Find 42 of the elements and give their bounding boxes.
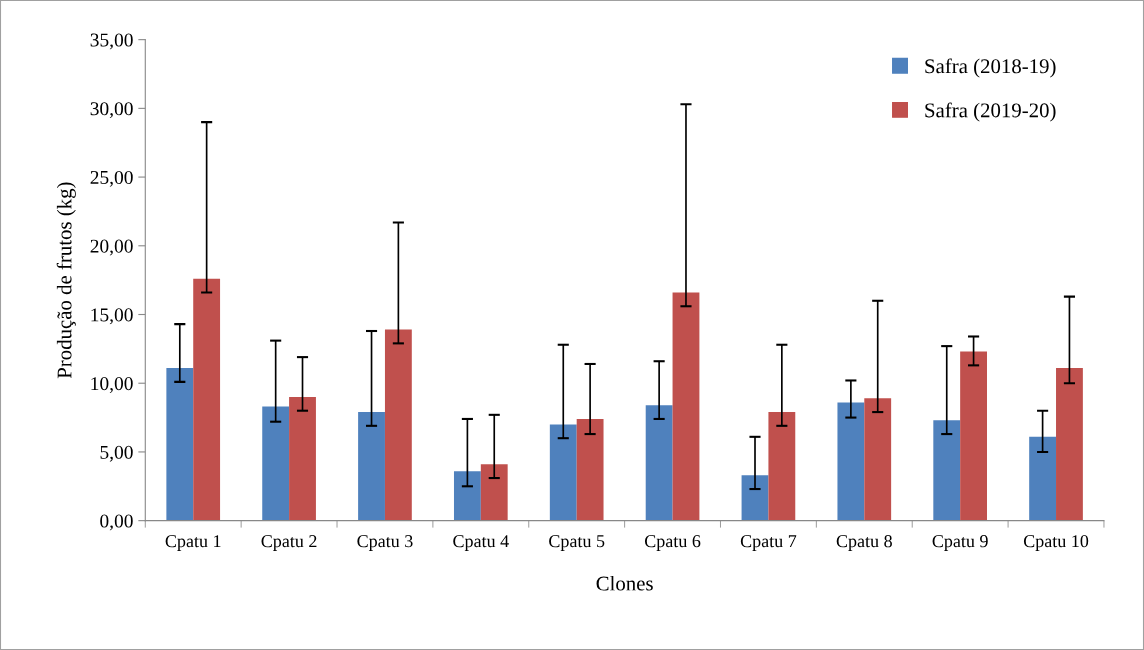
y-tick-label: 15,00 [91,308,133,325]
bar [576,418,604,521]
x-axis-title: Clones [596,575,653,591]
legend-label: Safra (2018-19) [925,58,1056,78]
y-tick-label: 0,00 [100,514,133,531]
y-tick-label: 35,00 [90,33,133,50]
x-tick-label: Cpatu 7 [740,535,797,551]
bar [166,368,194,521]
x-tick-label: Cpatu 9 [932,535,988,551]
legend-label: Safra (2019-20) [925,102,1056,122]
bar [933,420,961,521]
bar [672,292,700,521]
bar [453,471,481,521]
bar [358,412,385,521]
bar [741,475,769,521]
y-tick-label: 30,00 [90,102,133,119]
x-tick-label: Cpatu 3 [357,535,413,551]
bar [480,464,508,521]
bar [768,412,796,521]
y-tick-label: 25,00 [90,170,133,187]
y-tick-label: 5,00 [100,445,133,462]
bar [193,278,221,521]
bar [960,351,987,521]
bar [1056,368,1083,521]
bar [384,329,412,521]
bar [262,406,290,521]
bar [1029,436,1057,521]
bar [289,396,316,521]
x-tick-label: Cpatu 8 [836,535,892,551]
bar [549,424,577,521]
bar [864,398,892,521]
x-tick-label: Cpatu 10 [1023,535,1089,551]
bar [837,402,865,521]
x-tick-label: Cpatu 2 [261,535,317,551]
x-tick-label: Cpatu 4 [453,535,509,551]
x-tick-label: Cpatu 5 [549,535,605,551]
x-tick-label: Cpatu 1 [165,535,221,551]
y-axis-title: Produção de frutos (kg) [56,182,76,379]
y-tick-label: 20,00 [90,239,133,256]
x-tick-label: Cpatu 6 [644,535,701,551]
y-tick-label: 10,00 [91,377,133,393]
bar [645,405,673,521]
